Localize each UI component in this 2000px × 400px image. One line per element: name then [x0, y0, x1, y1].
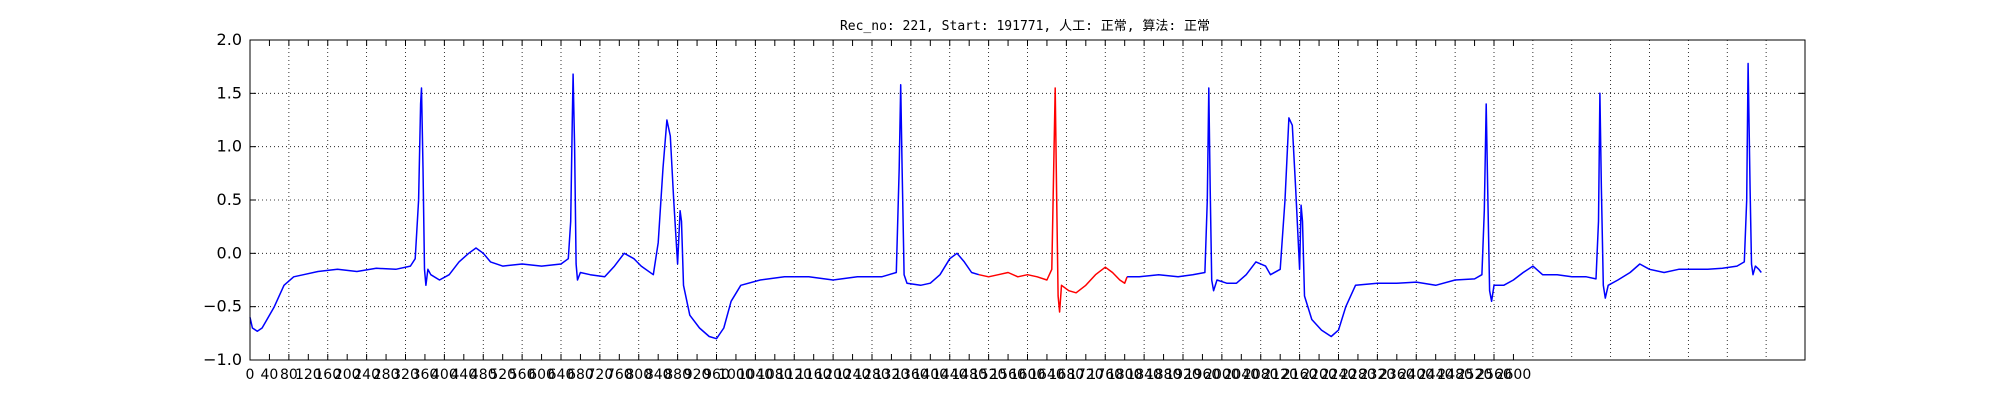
x-tick-label: 760: [606, 367, 633, 383]
x-tick-label: 1520: [971, 367, 1007, 383]
x-tick-label: 2160: [1282, 367, 1318, 383]
x-tick-label: 1400: [912, 367, 948, 383]
x-tick-label: 2520: [1457, 367, 1493, 383]
x-tick-label: 2560: [1476, 367, 1512, 383]
x-tick-label: 1000: [718, 367, 754, 383]
x-tick-label: 2080: [1243, 367, 1279, 383]
x-tick-label: 1600: [1010, 367, 1046, 383]
x-tick-label: 1800: [1107, 367, 1143, 383]
x-tick-label: 1200: [815, 367, 851, 383]
x-tick-label: 2480: [1437, 367, 1473, 383]
series-line-2: [978, 87, 1128, 313]
x-tick-label: 2240: [1321, 367, 1357, 383]
x-tick-label: 1560: [990, 367, 1026, 383]
x-tick-label: 360: [412, 367, 439, 383]
x-tick-label: 2600: [1496, 367, 1532, 383]
x-tick-label: 2000: [1204, 367, 1240, 383]
series-line-1: [249, 73, 980, 340]
x-tick-label: 1320: [874, 367, 910, 383]
y-axis-ticks: 2.0 1.5 1.0 0.5 0.0 −0.5 −1.0: [203, 30, 1805, 369]
x-tick-label: 1040: [738, 367, 774, 383]
x-tick-label: 440: [450, 367, 477, 383]
y-tick-label: 0.0: [217, 243, 242, 262]
x-tick-label: 280: [373, 367, 400, 383]
x-tick-label: 880: [664, 367, 691, 383]
grid-lines: [250, 40, 1805, 360]
x-tick-label: 200: [334, 367, 361, 383]
y-tick-label: 2.0: [217, 30, 242, 49]
y-tick-label: 1.5: [217, 83, 242, 102]
x-tick-label: 160: [314, 367, 341, 383]
x-tick-label: 120: [295, 367, 322, 383]
x-tick-label: 800: [625, 367, 652, 383]
x-tick-label: 2360: [1379, 367, 1415, 383]
x-tick-label: 1880: [1146, 367, 1182, 383]
x-tick-label: 0: [246, 367, 255, 383]
x-tick-label: 40: [261, 367, 279, 383]
chart-title: Rec_no: 221, Start: 191771, 人工: 正常, 算法: …: [840, 19, 1210, 34]
x-tick-label: 2040: [1223, 367, 1259, 383]
x-tick-label: 400: [431, 367, 458, 383]
x-tick-label: 2400: [1398, 367, 1434, 383]
x-tick-label: 2440: [1418, 367, 1454, 383]
x-tick-label: 1840: [1126, 367, 1162, 383]
x-tick-label: 1920: [1165, 367, 1201, 383]
y-tick-label: −1.0: [203, 350, 242, 369]
y-tick-label: 0.5: [217, 190, 242, 209]
x-tick-label: 1680: [1049, 367, 1085, 383]
x-tick-label: 1280: [854, 367, 890, 383]
y-tick-label: 1.0: [217, 137, 242, 156]
y-tick-label: −0.5: [203, 297, 242, 316]
x-tick-label: 1720: [1068, 367, 1104, 383]
x-tick-label: 960: [703, 367, 730, 383]
x-tick-label: 80: [280, 367, 298, 383]
x-tick-label: 2120: [1262, 367, 1298, 383]
x-tick-label: 1480: [951, 367, 987, 383]
x-tick-label: 600: [528, 367, 555, 383]
x-tick-label: 840: [645, 367, 672, 383]
x-tick-label: 1080: [757, 367, 793, 383]
series-line-3: [1127, 62, 1762, 338]
x-tick-label: 640: [548, 367, 575, 383]
x-tick-label: 1120: [776, 367, 812, 383]
x-tick-label: 1960: [1185, 367, 1221, 383]
x-tick-label: 2200: [1301, 367, 1337, 383]
x-tick-label: 1240: [835, 367, 871, 383]
x-tick-label: 1440: [932, 367, 968, 383]
x-tick-label: 2320: [1360, 367, 1396, 383]
x-tick-label: 2280: [1340, 367, 1376, 383]
x-tick-label: 720: [587, 367, 614, 383]
x-tick-label: 520: [489, 367, 516, 383]
x-tick-label: 680: [567, 367, 594, 383]
x-tick-label: 1160: [796, 367, 832, 383]
x-tick-label: 1360: [893, 367, 929, 383]
x-tick-label: 320: [392, 367, 419, 383]
x-tick-label: 240: [353, 367, 380, 383]
x-tick-label: 1760: [1087, 367, 1123, 383]
series-layer: [249, 62, 1762, 340]
x-tick-label: 480: [470, 367, 497, 383]
x-tick-label: 920: [684, 367, 711, 383]
x-tick-label: 1640: [1029, 367, 1065, 383]
x-axis-ticks: 0 40 8012016020024028032036040044048052056…: [246, 40, 1532, 383]
x-tick-label: 560: [509, 367, 536, 383]
